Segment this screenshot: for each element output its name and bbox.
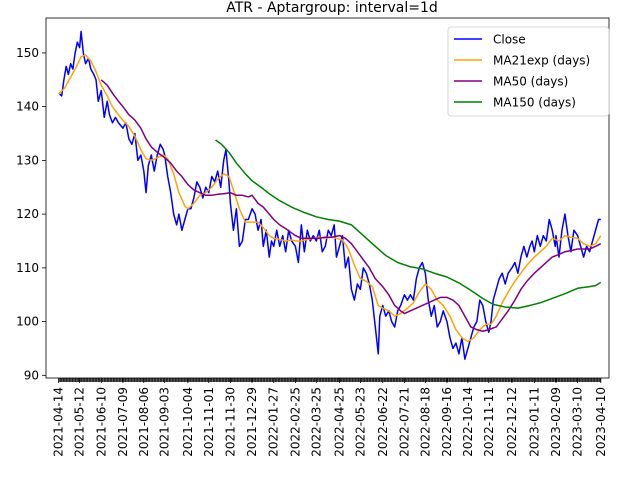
x-tick-label: 2021-08-06 [137, 387, 151, 457]
x-tick-label: 2022-07-21 [397, 387, 411, 457]
x-tick-label: 2021-04-14 [52, 387, 66, 457]
y-axis: 90 100 110 120 130 140 150 [16, 46, 46, 382]
x-tick-label: 2023-03-10 [571, 387, 585, 457]
series-line-2 [100, 79, 602, 332]
y-tick-label: 150 [16, 46, 39, 60]
series-line-0 [58, 30, 601, 360]
x-tick-label: 2022-01-27 [267, 387, 281, 457]
legend-label: MA150 (days) [493, 96, 576, 110]
legend-label: Close [493, 33, 526, 47]
x-tick-label: 2022-04-25 [332, 387, 346, 457]
x-tick-label: 2023-02-09 [549, 387, 563, 457]
series-layer [58, 30, 602, 360]
x-tick-label: 2023-04-10 [594, 387, 608, 457]
y-tick-label: 90 [24, 368, 39, 382]
x-tick-label: 2021-10-04 [181, 387, 195, 457]
y-tick-label: 100 [16, 315, 39, 329]
x-tick-label: 2022-08-18 [418, 387, 432, 457]
series-line-3 [215, 139, 602, 309]
y-tick-label: 120 [16, 207, 39, 221]
x-tick-label: 2022-05-23 [353, 387, 367, 457]
chart-title: ATR - Aptargroup: interval=1d [226, 0, 438, 16]
x-axis: 2021-04-14 2021-05-12 2021-06-10 2021-07-09… [52, 378, 608, 457]
x-tick-label: 2021-11-30 [223, 387, 237, 457]
legend-label: MA21exp (days) [493, 54, 590, 68]
y-tick-label: 130 [16, 153, 39, 167]
x-tick-label: 2022-09-16 [440, 387, 454, 457]
x-tick-label: 2023-01-11 [527, 387, 541, 457]
x-tick-label: 2022-02-25 [288, 387, 302, 457]
x-tick-label: 2021-09-03 [158, 387, 172, 457]
y-tick-label: 140 [16, 100, 39, 114]
x-tick-label: 2022-12-12 [505, 387, 519, 457]
y-tick-label: 110 [16, 261, 39, 275]
x-tick-label: 2021-11-01 [202, 387, 216, 457]
x-tick-label: 2022-06-22 [376, 387, 390, 457]
series-line-1 [58, 54, 602, 343]
x-tick-label: 2022-03-25 [309, 387, 323, 457]
x-tick-label: 2021-12-29 [245, 387, 259, 457]
x-tick-label: 2022-10-14 [461, 387, 475, 457]
plot-frame [45, 17, 610, 379]
legend-box [447, 26, 610, 117]
legend-label: MA50 (days) [493, 75, 568, 89]
x-tick-label: 2021-07-09 [116, 387, 130, 457]
x-tick-label: 2022-11-11 [482, 387, 496, 457]
x-tick-label: 2021-06-10 [94, 387, 108, 457]
x-tick-label: 2021-05-12 [73, 387, 87, 457]
legend: Close MA21exp (days) MA50 (days) MA150 (day… [447, 26, 610, 117]
